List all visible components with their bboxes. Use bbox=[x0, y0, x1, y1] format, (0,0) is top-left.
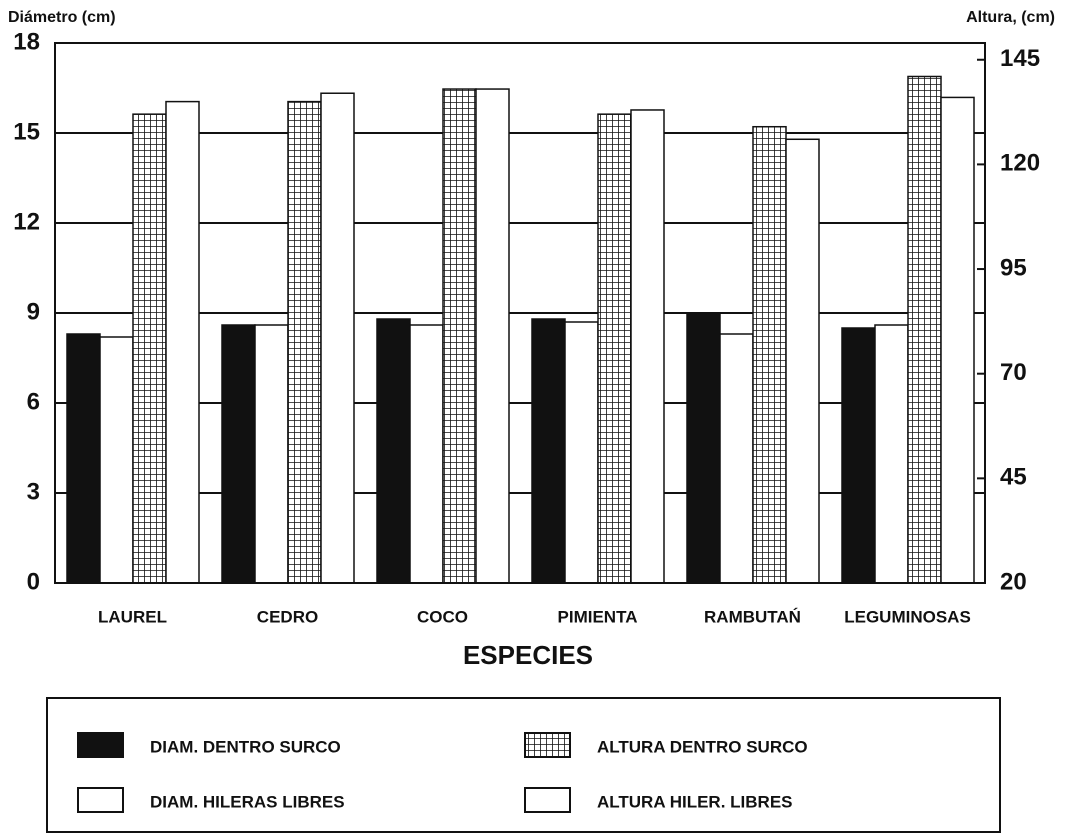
y-tick-label: 12 bbox=[13, 208, 40, 235]
bar bbox=[132, 113, 167, 584]
legend-label: DIAM. DENTRO SURCO bbox=[150, 737, 341, 756]
bar bbox=[874, 324, 909, 584]
bar bbox=[475, 88, 510, 584]
y-tick-label: 18 bbox=[13, 28, 40, 55]
y2-tick-label: 70 bbox=[1000, 359, 1027, 386]
legend-label: ALTURA DENTRO SURCO bbox=[597, 737, 808, 756]
x-tick-label: CEDRO bbox=[257, 607, 318, 626]
x-tick-label: COCO bbox=[417, 607, 468, 626]
x-tick-label: LEGUMINOSAS bbox=[844, 607, 971, 626]
bar bbox=[719, 333, 754, 584]
legend-box bbox=[46, 697, 1001, 833]
bar bbox=[66, 333, 101, 584]
bar bbox=[630, 109, 665, 584]
bar bbox=[376, 318, 411, 584]
x-tick-label: PIMIENTA bbox=[558, 607, 638, 626]
y-tick-label: 15 bbox=[13, 118, 40, 145]
y2-tick-label: 95 bbox=[1000, 254, 1027, 281]
y-tick-label: 0 bbox=[27, 568, 40, 595]
bar bbox=[99, 336, 134, 584]
x-tick-label: LAUREL bbox=[98, 607, 167, 626]
y-axis-title: Diámetro (cm) bbox=[8, 9, 116, 26]
bar bbox=[841, 327, 876, 584]
y-tick-label: 3 bbox=[27, 478, 40, 505]
bar bbox=[940, 96, 975, 584]
bar bbox=[221, 324, 256, 584]
bar bbox=[442, 88, 477, 584]
bar bbox=[287, 100, 322, 584]
bar bbox=[531, 318, 566, 584]
legend-label: ALTURA HILER. LIBRES bbox=[597, 792, 793, 811]
bar bbox=[254, 324, 289, 584]
bar bbox=[907, 75, 942, 584]
y2-tick-label: 20 bbox=[1000, 568, 1027, 595]
bar bbox=[409, 324, 444, 584]
y2-tick-label: 120 bbox=[1000, 150, 1040, 177]
plot-frame bbox=[54, 42, 986, 584]
bar bbox=[752, 125, 787, 584]
bar bbox=[320, 92, 355, 584]
legend-swatch bbox=[524, 787, 571, 813]
bar bbox=[564, 321, 599, 584]
bar bbox=[686, 312, 721, 584]
legend-label: DIAM. HILERAS LIBRES bbox=[150, 792, 345, 811]
bar bbox=[785, 138, 820, 584]
legend-swatch bbox=[77, 787, 124, 813]
x-axis-title: ESPECIES bbox=[463, 640, 593, 670]
y-tick-label: 9 bbox=[27, 298, 40, 325]
y2-tick-label: 45 bbox=[1000, 464, 1027, 491]
y2-tick-label: 145 bbox=[1000, 45, 1040, 72]
bar bbox=[165, 100, 200, 584]
x-tick-label: RAMBUTAŃ bbox=[704, 607, 801, 626]
legend-swatch bbox=[77, 732, 124, 758]
legend-swatch bbox=[524, 732, 571, 758]
y2-axis-title: Altura, (cm) bbox=[966, 9, 1055, 26]
bar bbox=[597, 113, 632, 584]
y-tick-label: 6 bbox=[27, 388, 40, 415]
